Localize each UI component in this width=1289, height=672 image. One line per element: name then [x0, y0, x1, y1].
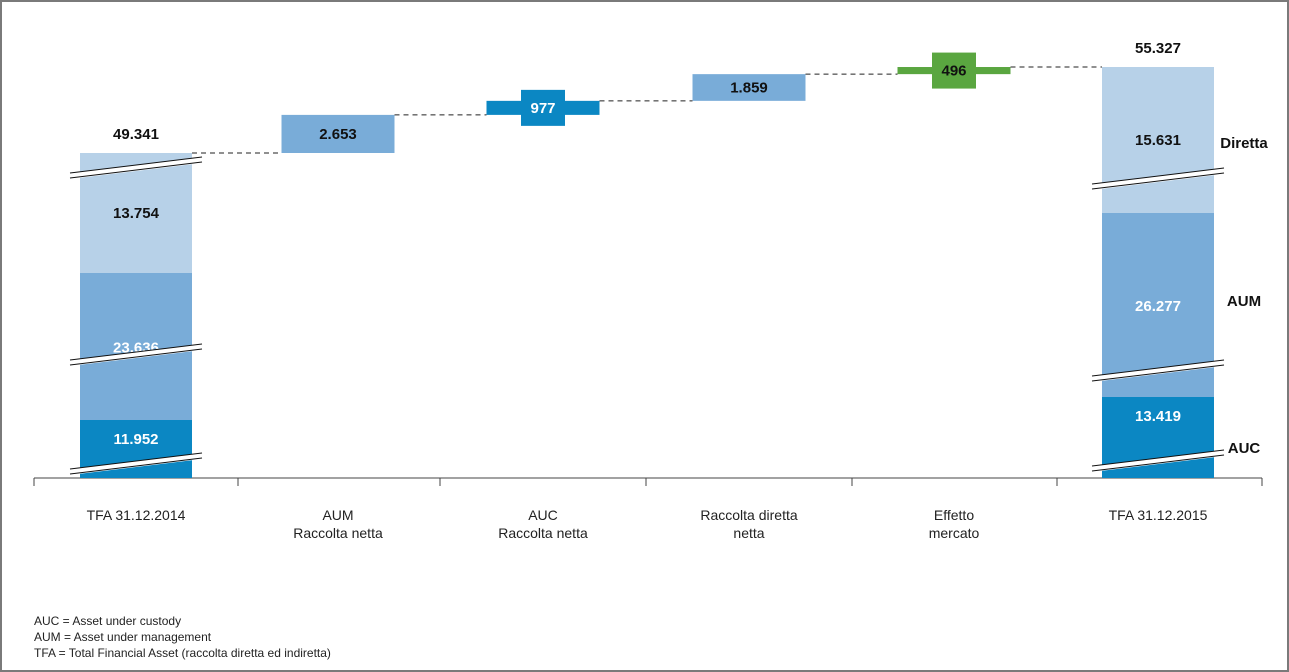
- segment-label-1-auc: 13.419: [1135, 408, 1181, 425]
- side-label-aum: AUM: [1227, 293, 1261, 310]
- total-label-1: 55.327: [1135, 40, 1181, 57]
- category-label-3-0: Raccolta diretta: [700, 507, 797, 523]
- category-label-4-1: mercato: [929, 525, 980, 541]
- step-label-3: 496: [941, 63, 966, 80]
- segment-label-1-aum: 26.277: [1135, 298, 1181, 315]
- footnotes: AUC = Asset under custody AUM = Asset un…: [34, 613, 331, 661]
- step-label-0: 2.653: [319, 126, 357, 143]
- segment-label-0-diretta: 13.754: [113, 205, 160, 222]
- category-label-2-0: AUC: [528, 507, 558, 523]
- category-label-3-1: netta: [733, 525, 764, 541]
- category-label-1-0: AUM: [322, 507, 353, 523]
- side-label-auc: AUC: [1228, 440, 1261, 457]
- total-label-0: 49.341: [113, 126, 159, 143]
- category-label-1-1: Raccolta netta: [293, 525, 383, 541]
- footnote-auc: AUC = Asset under custody: [34, 613, 331, 629]
- category-label-2-1: Raccolta netta: [498, 525, 588, 541]
- waterfall-chart: 11.95223.63613.75449.34113.41926.27715.6…: [0, 0, 1289, 612]
- side-label-diretta: Diretta: [1220, 135, 1268, 152]
- category-label-4-0: Effetto: [934, 507, 974, 523]
- step-label-1: 977: [530, 100, 555, 117]
- step-label-2: 1.859: [730, 79, 768, 96]
- footnote-aum: AUM = Asset under management: [34, 629, 331, 645]
- category-label-0-0: TFA 31.12.2014: [87, 507, 186, 523]
- segment-label-0-auc: 11.952: [113, 431, 158, 448]
- footnote-tfa: TFA = Total Financial Asset (raccolta di…: [34, 645, 331, 661]
- category-label-5-0: TFA 31.12.2015: [1109, 507, 1208, 523]
- segment-label-1-diretta: 15.631: [1135, 132, 1181, 149]
